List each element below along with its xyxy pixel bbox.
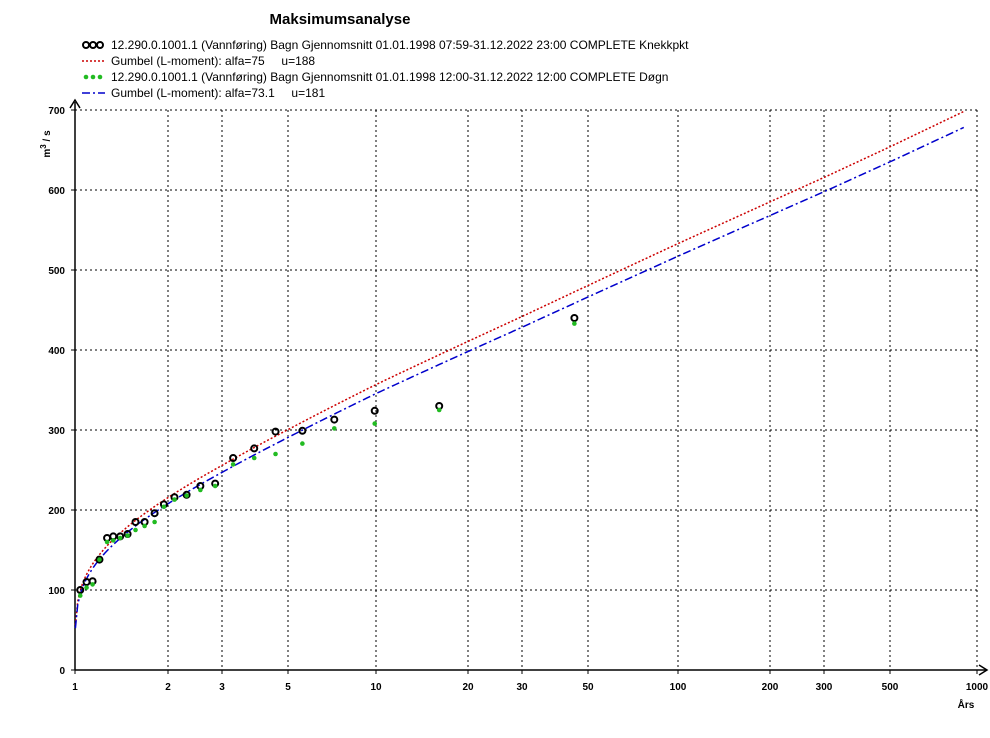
data-point-ring [370, 406, 379, 415]
y-tick-label: 600 [48, 186, 65, 197]
data-points [76, 314, 579, 598]
y-tick-label: 0 [59, 666, 65, 677]
legend-marker-dots [83, 74, 103, 80]
x-tick-label: 3 [219, 682, 225, 693]
legend-label-gumbel-blue: Gumbel (L-moment): alfa=73.1 u=181 [111, 86, 325, 100]
data-point-ring [570, 314, 579, 322]
legend-item-gumbel-blue: Gumbel (L-moment): alfa=73.1 u=181 [82, 86, 325, 100]
data-point-dot [104, 539, 110, 545]
x-tick-label: 20 [462, 682, 474, 693]
legend-item-knekkpkt: 12.290.0.1001.1 (Vannføring) Bagn Gjenno… [82, 38, 689, 52]
legend-item-dogn: 12.290.0.1001.1 (Vannføring) Bagn Gjenno… [83, 70, 668, 84]
legend-label-dogn: 12.290.0.1001.1 (Vannføring) Bagn Gjenno… [111, 70, 668, 84]
data-point-dot [161, 504, 167, 510]
x-tick-label: 30 [516, 682, 528, 693]
data-point-ring [298, 426, 307, 435]
y-tick-label: 400 [48, 346, 65, 357]
y-tick-label: 700 [48, 106, 65, 117]
legend-label-gumbel-red: Gumbel (L-moment): alfa=75 u=188 [111, 54, 315, 68]
x-tick-label: 300 [816, 682, 833, 693]
data-point-ring [250, 444, 259, 453]
data-point-dot [572, 321, 577, 326]
data-point-dot [436, 407, 442, 413]
data-point-dot [273, 451, 278, 457]
data-point-dot [212, 483, 218, 489]
x-tick-label: 50 [582, 682, 594, 693]
x-tick-label: 200 [762, 682, 779, 693]
data-point-dot [133, 527, 138, 533]
data-point-dot [125, 533, 130, 538]
x-tick-label: 100 [670, 682, 687, 693]
legend-label-knekkpkt: 12.290.0.1001.1 (Vannføring) Bagn Gjenno… [111, 38, 689, 52]
data-point-dot [142, 523, 147, 529]
x-tick-label: 500 [882, 682, 899, 693]
y-tick-label: 500 [48, 266, 65, 277]
grid-lines [75, 109, 978, 670]
data-point-dot [97, 557, 102, 562]
axes [69, 98, 989, 676]
chart-title: Maksimumsanalyse [270, 11, 411, 28]
data-point-dot [152, 519, 157, 525]
data-point-dot [117, 535, 123, 541]
x-axis-label: Års [958, 698, 975, 711]
x-tick-label: 10 [370, 682, 382, 693]
data-point-ring [95, 555, 104, 564]
data-point-ring [229, 454, 238, 462]
data-point-ring [150, 509, 159, 518]
data-point-dot [372, 421, 378, 426]
data-point-dot [77, 593, 83, 598]
data-point-ring [330, 415, 339, 424]
data-point-dot [300, 441, 305, 446]
y-tick-label: 100 [48, 586, 65, 597]
legend: 12.290.0.1001.1 (Vannføring) Bagn Gjenno… [82, 38, 689, 100]
data-point-ring [271, 427, 280, 436]
data-point-dot [198, 487, 203, 493]
x-tick-label: 1000 [966, 682, 989, 693]
data-point-dot [110, 538, 116, 543]
fitted-curves [74, 110, 965, 629]
data-point-dot [251, 455, 257, 461]
data-point-dot [84, 585, 89, 590]
data-point-dot [172, 497, 177, 502]
data-point-dot [331, 426, 337, 431]
data-point-ring [131, 518, 140, 526]
x-tick-label: 1 [72, 682, 78, 693]
x-tick-label: 5 [285, 682, 291, 693]
x-tick-label: 2 [165, 682, 171, 693]
data-point-dot [90, 582, 95, 587]
data-point-dot [184, 493, 189, 498]
legend-item-gumbel-red: Gumbel (L-moment): alfa=75 u=188 [82, 54, 315, 68]
gumbel-curve-blue [74, 126, 965, 629]
y-tick-label: 200 [48, 506, 65, 517]
y-axis-label: m3 / s [39, 130, 53, 158]
data-point-ring [76, 586, 85, 594]
y-axis-arrow [69, 98, 81, 109]
legend-marker-rings [82, 41, 104, 49]
data-point-dot [230, 462, 236, 467]
x-axis-arrow [978, 664, 989, 676]
tick-labels: 0 100 200 300 400 500 600 700 1 2 3 5 10 20 30 50 100 200… [48, 106, 988, 693]
y-tick-label: 300 [48, 426, 65, 437]
